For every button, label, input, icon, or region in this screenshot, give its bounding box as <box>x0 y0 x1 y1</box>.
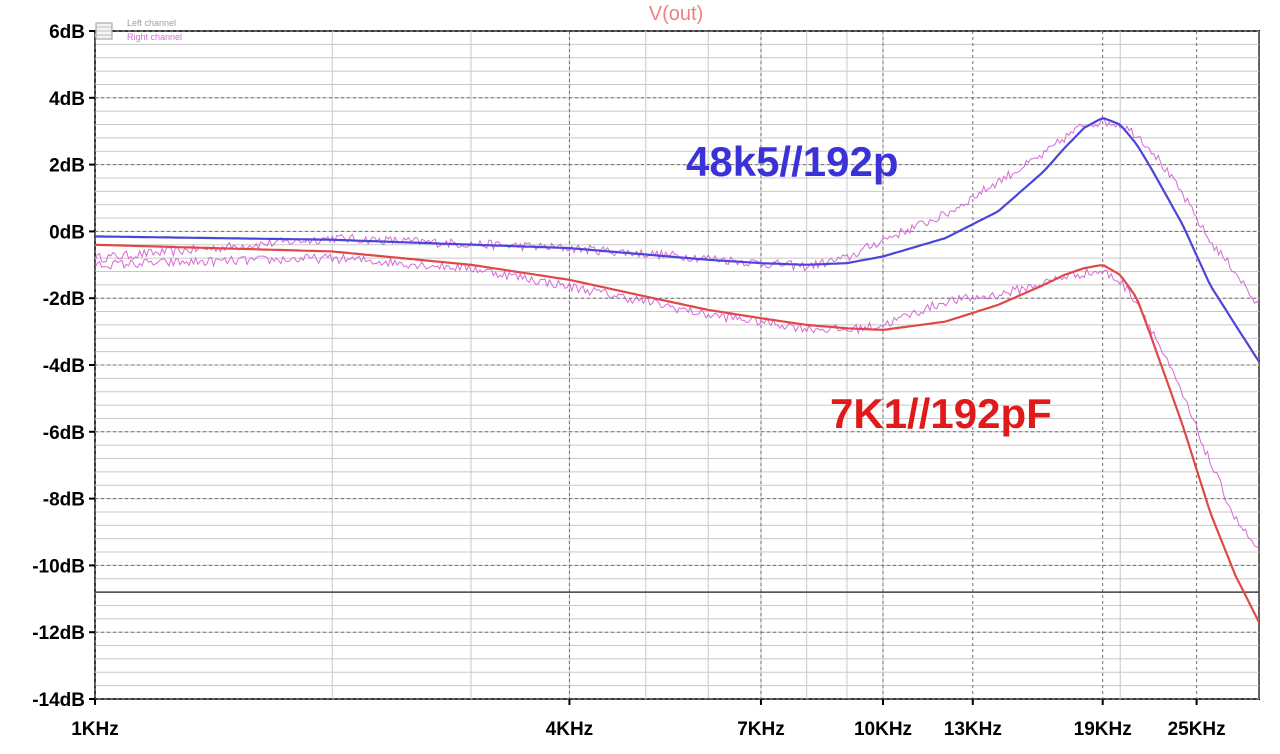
y-tick-label: 4dB <box>49 89 85 110</box>
x-tick-label: 4KHz <box>546 719 594 740</box>
legend-entry: Left channel <box>127 18 176 28</box>
x-tick-label: 13KHz <box>944 719 1002 740</box>
series-simulated-2 <box>94 243 1260 623</box>
legend: Left channel Right channel <box>95 18 182 42</box>
y-tick-label: -14dB <box>32 690 85 711</box>
y-tick-label: -10dB <box>32 556 85 577</box>
y-tick-label: -4dB <box>43 356 85 377</box>
annotation-48k5-192p: 48k5//192p <box>686 138 899 185</box>
x-tick-label: 19KHz <box>1074 719 1132 740</box>
axis-layer: 6dB 4dB 2dB 0dB -2dB -4dB -6dB -8dB -10dB -12dB -1… <box>32 22 1225 740</box>
x-tick-label: 1KHz <box>71 719 119 740</box>
series-simulated-0 <box>94 117 1260 363</box>
series-measured-1 <box>94 115 1260 305</box>
x-tick-label: 25KHz <box>1168 719 1226 740</box>
y-tick-label: 0dB <box>49 222 85 243</box>
y-tick-label: -12dB <box>32 623 85 644</box>
y-tick-label: 2dB <box>49 156 85 177</box>
legend-entry: Right channel <box>127 32 182 42</box>
series-measured-3 <box>94 252 1260 549</box>
y-tick-label: -6dB <box>43 423 85 444</box>
chart-title: V(out) <box>649 3 703 25</box>
y-tick-label: -8dB <box>43 490 85 511</box>
x-tick-label: 7KHz <box>737 719 785 740</box>
x-tick-label: 10KHz <box>854 719 912 740</box>
y-tick-label: 6dB <box>49 22 85 43</box>
annotation-7k1-192pf: 7K1//192pF <box>830 390 1052 437</box>
series-layer <box>94 115 1260 623</box>
y-tick-label: -2dB <box>43 289 85 310</box>
